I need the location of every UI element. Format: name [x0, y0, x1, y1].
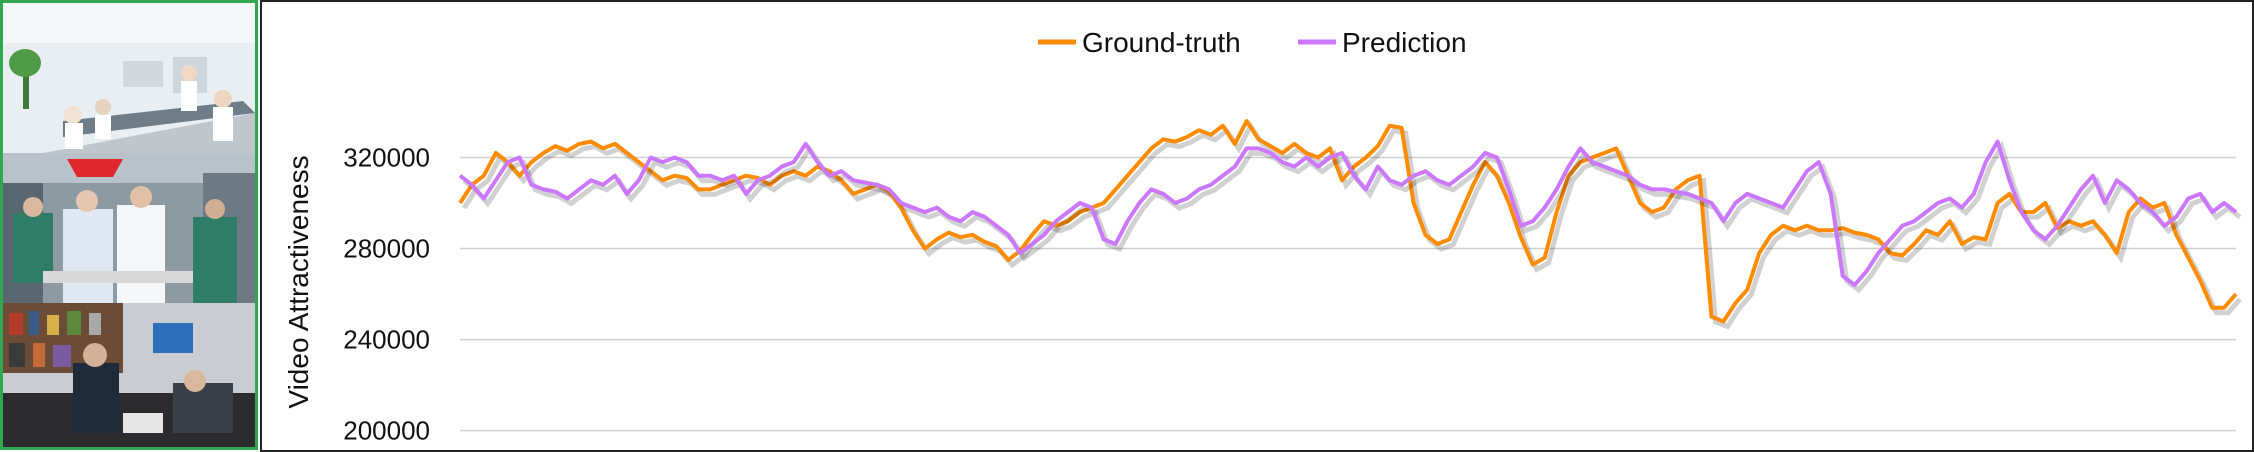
series-line-prediction: [458, 139, 2238, 287]
attractiveness-line-chart: 200000 240000 280000 320000 Video Attractiv…: [283, 27, 2242, 446]
series-line-ground-truth: [458, 119, 2238, 324]
series-shadow-0: [461, 121, 2242, 330]
hospital-corridor-frame: [3, 153, 255, 303]
y-tick-label-240000: 240000: [343, 325, 430, 355]
legend-label-prediction: Prediction: [1342, 27, 1467, 58]
chart-panel: 200000 240000 280000 320000 Video Attractiv…: [260, 0, 2254, 452]
y-tick-label-320000: 320000: [343, 143, 430, 173]
series-lines: [458, 119, 2242, 330]
y-tick-label-200000: 200000: [343, 416, 430, 446]
meeting-room-frame: [3, 3, 255, 153]
grid-lines: [460, 156, 2236, 432]
living-room-frame: [3, 303, 255, 447]
legend-label-ground-truth: Ground-truth: [1082, 27, 1241, 58]
y-tick-labels: 200000 240000 280000 320000: [343, 143, 430, 446]
legend: Ground-truth Prediction: [1038, 27, 1467, 58]
video-frame-strip: [0, 0, 258, 450]
y-axis-title: Video Attractiveness: [283, 155, 314, 408]
y-tick-label-280000: 280000: [343, 234, 430, 264]
